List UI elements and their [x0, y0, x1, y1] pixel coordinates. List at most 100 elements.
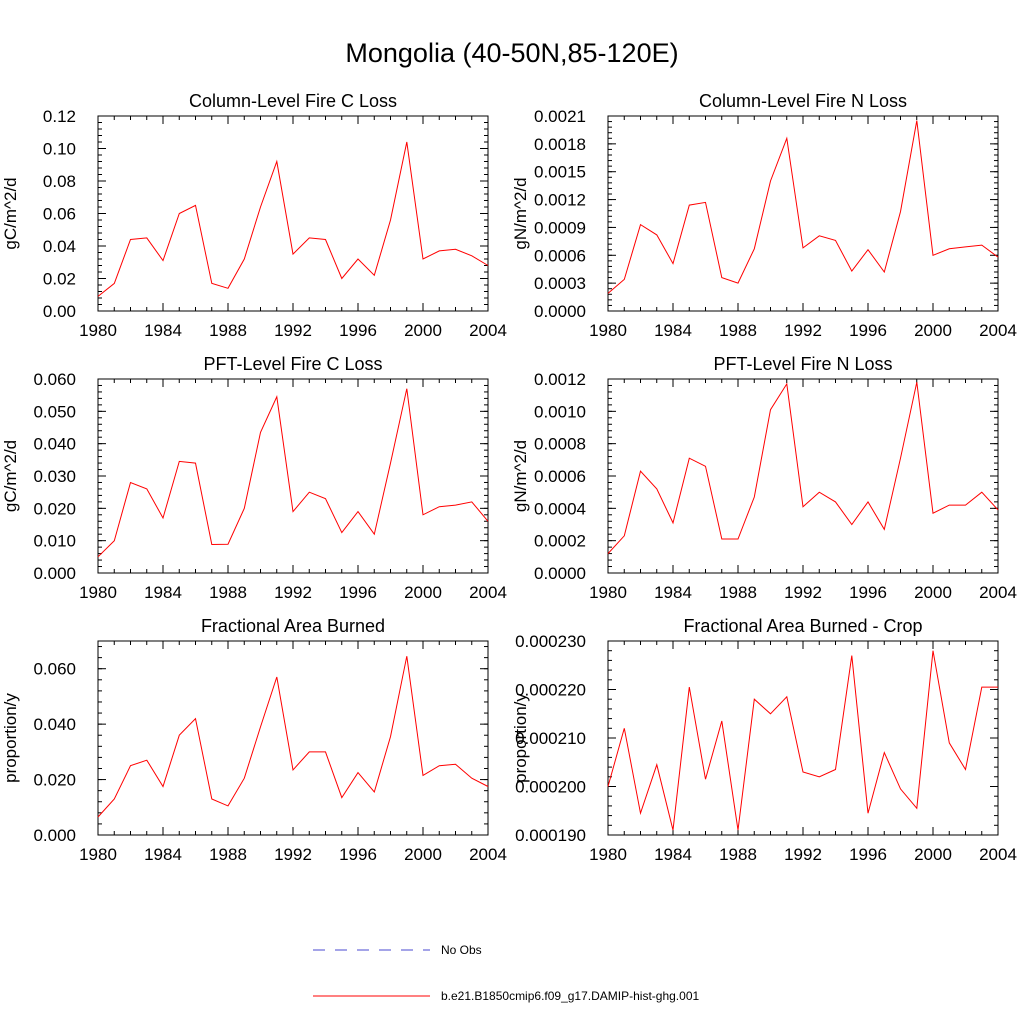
- x-tick-label: 1980: [589, 321, 627, 340]
- y-tick-label: 0.060: [33, 660, 76, 679]
- x-tick-label: 1980: [79, 583, 117, 602]
- x-tick-label: 1992: [274, 321, 312, 340]
- legend-label-model: b.e21.B1850cmip6.f09_g17.DAMIP-hist-ghg.…: [441, 989, 699, 1003]
- y-tick-label: 0.010: [33, 532, 76, 551]
- figure-title: Mongolia (40-50N,85-120E): [345, 38, 679, 68]
- y-tick-label: 0.000230: [515, 632, 586, 651]
- plot-frame: [607, 115, 999, 312]
- x-tick-label: 2004: [979, 583, 1017, 602]
- legend: No Obs b.e21.B1850cmip6.f09_g17.DAMIP-hi…: [313, 943, 699, 1003]
- x-tick-label: 1988: [209, 583, 247, 602]
- x-tick-label: 2004: [979, 321, 1017, 340]
- x-tick-label: 1992: [274, 845, 312, 864]
- y-axis-label: gN/m^2/d: [511, 177, 530, 249]
- x-tick-label: 1992: [274, 583, 312, 602]
- x-tick-label: 1984: [654, 583, 692, 602]
- plot-frame: [97, 640, 489, 836]
- y-tick-label: 0.0012: [534, 370, 586, 389]
- y-tick-label: 0.12: [43, 107, 76, 126]
- y-tick-label: 0.060: [33, 370, 76, 389]
- y-tick-label: 0.0006: [534, 467, 586, 486]
- x-tick-label: 2004: [979, 845, 1017, 864]
- x-tick-label: 2004: [469, 321, 507, 340]
- x-tick-label: 1984: [654, 845, 692, 864]
- y-tick-label: 0.0002: [534, 532, 586, 551]
- y-tick-label: 0.0000: [534, 302, 586, 321]
- x-tick-label: 2004: [469, 583, 507, 602]
- y-tick-label: 0.050: [33, 402, 76, 421]
- x-tick-label: 1988: [209, 321, 247, 340]
- x-tick-label: 1984: [654, 321, 692, 340]
- y-tick-label: 0.040: [33, 435, 76, 454]
- y-tick-label: 0.0015: [534, 163, 586, 182]
- plot-frame: [97, 378, 489, 574]
- y-tick-label: 0.04: [43, 237, 76, 256]
- series-line: [97, 656, 489, 818]
- x-tick-label: 1988: [719, 845, 757, 864]
- series-line: [97, 141, 489, 297]
- y-axis-label: gN/m^2/d: [511, 440, 530, 512]
- y-tick-label: 0.0004: [534, 499, 586, 518]
- x-tick-label: 1980: [79, 321, 117, 340]
- legend-label-no-obs: No Obs: [441, 943, 482, 957]
- x-tick-label: 2004: [469, 845, 507, 864]
- y-tick-label: 0.0006: [534, 246, 586, 265]
- y-tick-label: 0.040: [33, 715, 76, 734]
- y-tick-label: 0.0000: [534, 564, 586, 583]
- y-tick-label: 0.030: [33, 467, 76, 486]
- x-tick-label: 1980: [589, 583, 627, 602]
- chart-panel-5: 1980 1984 1988 1992 1996 2000 2004 0.000 0.020 0.…: [1, 616, 507, 864]
- y-tick-label: 0.08: [43, 172, 76, 191]
- x-tick-label: 1992: [784, 845, 822, 864]
- panels-group: 1980 1984 1988 1992 1996 2000 2004 0.00 0.02 0.04…: [1, 91, 1017, 864]
- y-tick-label: 0.0021: [534, 107, 586, 126]
- y-tick-label: 0.0009: [534, 218, 586, 237]
- series-line: [607, 382, 999, 554]
- x-tick-label: 1992: [784, 321, 822, 340]
- y-tick-label: 0.000: [33, 564, 76, 583]
- y-tick-label: 0.0012: [534, 191, 586, 210]
- panel-title: Column-Level Fire N Loss: [699, 91, 907, 111]
- y-tick-label: 0.000200: [515, 778, 586, 797]
- panel-title: Fractional Area Burned: [201, 616, 385, 636]
- y-axis-label: proportion/y: [1, 693, 20, 783]
- series-line: [97, 388, 489, 558]
- chart-panel-4: 1980 1984 1988 1992 1996 2000 2004 0.0000 0.0002…: [511, 354, 1017, 602]
- panel-title: PFT-Level Fire N Loss: [713, 354, 892, 374]
- x-tick-label: 1992: [784, 583, 822, 602]
- x-tick-label: 1984: [144, 845, 182, 864]
- chart-panel-6: 1980 1984 1988 1992 1996 2000 2004 0.000190 0.00…: [511, 616, 1017, 864]
- x-tick-label: 1980: [589, 845, 627, 864]
- panel-title: Column-Level Fire C Loss: [189, 91, 397, 111]
- y-axis-label: gC/m^2/d: [1, 440, 20, 512]
- x-tick-label: 1984: [144, 321, 182, 340]
- y-tick-label: 0.0010: [534, 402, 586, 421]
- x-tick-label: 1980: [79, 845, 117, 864]
- x-tick-label: 2000: [914, 583, 952, 602]
- series-line: [607, 120, 999, 294]
- y-tick-label: 0.0003: [534, 274, 586, 293]
- x-tick-label: 2000: [404, 583, 442, 602]
- x-tick-label: 1996: [339, 583, 377, 602]
- y-tick-label: 0.020: [33, 771, 76, 790]
- chart-panel-3: 1980 1984 1988 1992 1996 2000 2004 0.000 0.010 0.…: [1, 354, 507, 602]
- chart-panel-2: 1980 1984 1988 1992 1996 2000 2004 0.0000 0.0003…: [511, 91, 1017, 340]
- x-tick-label: 1996: [339, 845, 377, 864]
- y-tick-label: 0.000220: [515, 681, 586, 700]
- x-tick-label: 2000: [914, 321, 952, 340]
- y-tick-label: 0.10: [43, 140, 76, 159]
- x-tick-label: 1988: [719, 321, 757, 340]
- panel-title: Fractional Area Burned - Crop: [683, 616, 922, 636]
- x-tick-label: 1984: [144, 583, 182, 602]
- y-axis-label: gC/m^2/d: [1, 177, 20, 249]
- panel-title: PFT-Level Fire C Loss: [203, 354, 382, 374]
- y-tick-label: 0.000210: [515, 729, 586, 748]
- x-tick-label: 1996: [849, 845, 887, 864]
- plot-frame: [97, 115, 489, 312]
- x-tick-label: 1996: [849, 583, 887, 602]
- y-tick-label: 0.020: [33, 499, 76, 518]
- y-tick-label: 0.0018: [534, 135, 586, 154]
- x-tick-label: 1988: [209, 845, 247, 864]
- y-axis-label: proportion/y: [511, 693, 530, 783]
